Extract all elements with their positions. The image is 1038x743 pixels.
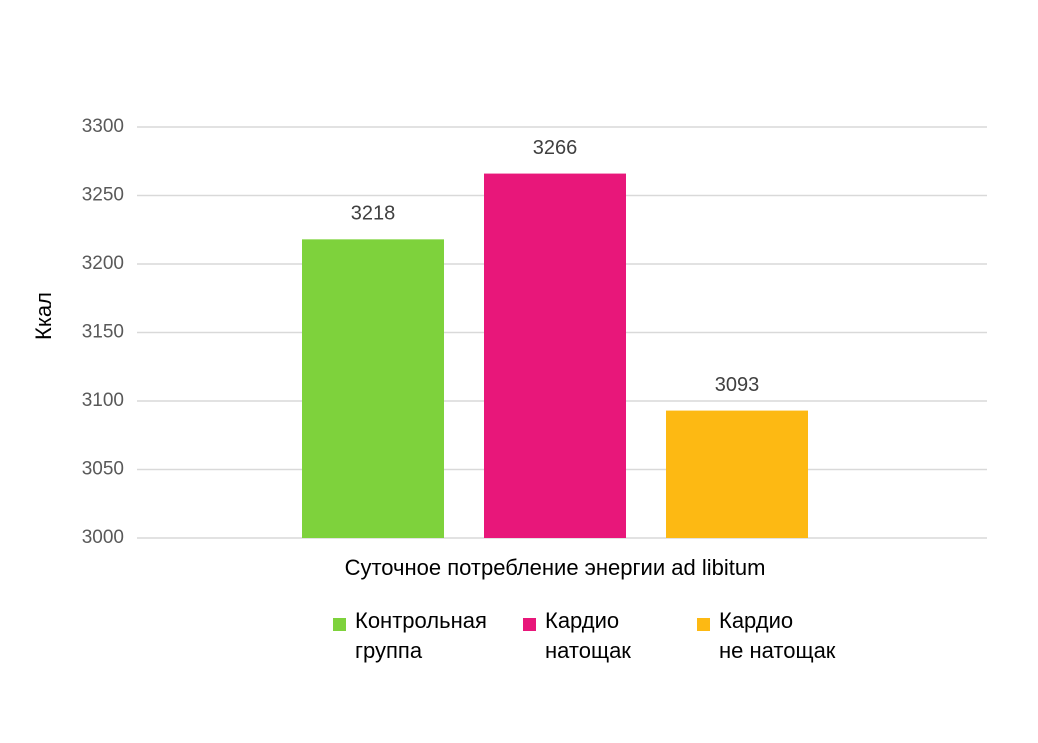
legend-label: Кардио натощак bbox=[545, 608, 631, 663]
legend-item: Контрольная группа bbox=[333, 608, 487, 666]
value-label: 3093 bbox=[715, 374, 760, 396]
legend-swatch bbox=[333, 618, 346, 631]
y-axis-label: Ккал bbox=[31, 292, 56, 340]
bar bbox=[484, 173, 626, 538]
legend-label: Кардио не натощак bbox=[719, 608, 836, 663]
bar bbox=[302, 239, 444, 538]
legend-item: Кардио натощак bbox=[523, 608, 631, 666]
legend-swatch bbox=[523, 618, 536, 631]
legend-swatch bbox=[697, 618, 710, 631]
y-tick-label: 3050 bbox=[82, 459, 124, 480]
y-tick-label: 3300 bbox=[82, 116, 124, 137]
y-tick-label: 3150 bbox=[82, 322, 124, 343]
value-label: 3218 bbox=[351, 203, 396, 225]
y-tick-label: 3200 bbox=[82, 253, 124, 274]
y-tick-label: 3100 bbox=[82, 390, 124, 411]
y-tick-label: 3000 bbox=[82, 527, 124, 548]
y-tick-label: 3250 bbox=[82, 185, 124, 206]
legend-label: Контрольная группа bbox=[355, 608, 487, 663]
x-tick-label: Суточное потребление энергии ad libitum bbox=[345, 555, 766, 580]
legend-item: Кардио не натощак bbox=[697, 608, 835, 666]
value-label: 3266 bbox=[533, 137, 578, 159]
bar bbox=[666, 410, 808, 538]
